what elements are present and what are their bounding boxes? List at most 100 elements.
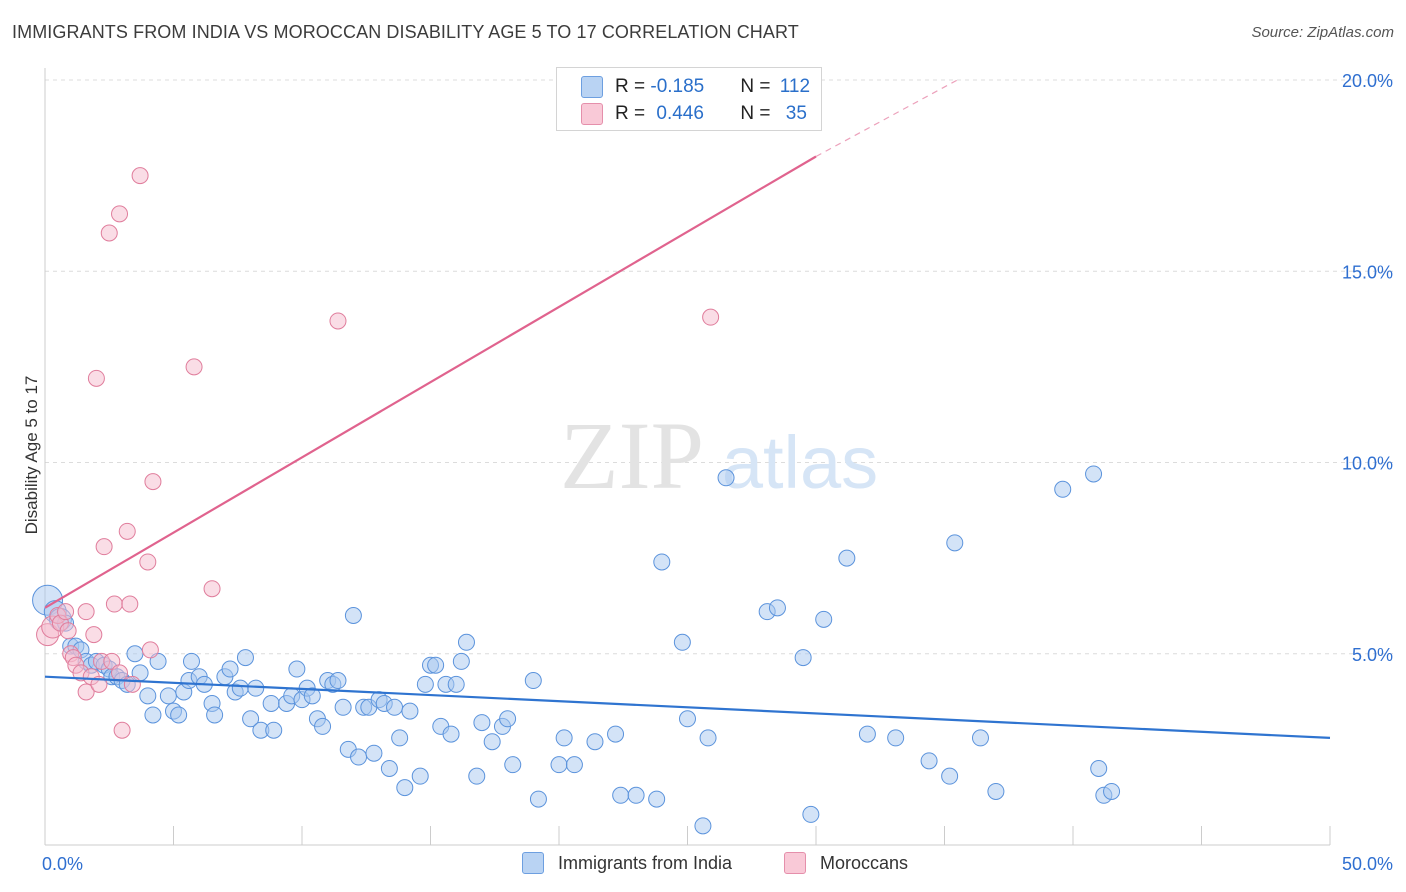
moroccan-point	[57, 603, 75, 621]
moroccan-trend-line	[44, 155, 817, 609]
india-point	[265, 721, 283, 739]
india-point	[427, 656, 445, 674]
india-point	[391, 729, 409, 747]
moroccan-trend-extension	[815, 79, 958, 158]
india-point	[236, 649, 254, 667]
india-point	[627, 786, 645, 804]
axes	[44, 68, 1331, 846]
moroccan-point	[139, 553, 157, 571]
india-point	[887, 729, 905, 747]
india-point	[768, 599, 786, 617]
india-point	[380, 760, 398, 777]
india-point	[468, 767, 486, 785]
y-tick-label: 20.0%	[1342, 71, 1393, 91]
y-tick-label: 10.0%	[1342, 454, 1393, 474]
india-point	[648, 790, 666, 808]
gridlines	[45, 79, 1395, 655]
x-tick-label: 50.0%	[1342, 854, 1393, 874]
india-point	[815, 610, 833, 628]
legend-label-moroccans: Moroccans	[820, 852, 909, 873]
india-point	[717, 469, 735, 487]
india-point	[802, 805, 820, 823]
moroccan-point	[111, 205, 129, 223]
moroccan-point	[131, 167, 149, 185]
moroccan-point	[118, 522, 136, 540]
india-point	[442, 725, 460, 743]
moroccan-swatch	[581, 103, 603, 125]
n-value: 35	[785, 103, 807, 124]
india-point	[221, 660, 239, 678]
chart-title: IMMIGRANTS FROM INDIA VS MOROCCAN DISABI…	[12, 22, 799, 42]
india-point	[941, 767, 959, 785]
moroccan-point	[123, 675, 141, 693]
india-point	[334, 698, 352, 716]
r-value: 0.446	[656, 103, 704, 124]
moroccan-point	[85, 626, 103, 644]
india-point	[473, 714, 491, 732]
moroccan-point	[87, 369, 105, 387]
india-point	[386, 698, 404, 716]
india-point	[504, 756, 522, 774]
source-label: Source: ZipAtlas.com	[1251, 24, 1394, 41]
india-point	[946, 534, 964, 552]
india-swatch	[581, 76, 603, 98]
india-point	[452, 652, 470, 670]
india-point	[139, 687, 157, 705]
india-point	[303, 687, 321, 705]
moroccan-point	[329, 312, 347, 330]
india-point	[206, 706, 224, 724]
stats-legend: R = -0.185 N = 112 R = 0.446 N = 35	[556, 67, 822, 131]
india-point	[550, 756, 568, 774]
india-point	[1103, 782, 1121, 800]
tick-labels: 5.0% 10.0% 15.0% 20.0% 0.0% 50.0%	[42, 71, 1393, 874]
india-point	[365, 744, 383, 762]
india-point	[612, 786, 630, 804]
india-point	[247, 679, 265, 697]
r-value: -0.185	[650, 76, 705, 97]
y-tick-label: 5.0%	[1352, 645, 1393, 665]
moroccan-points	[36, 167, 720, 739]
india-point	[653, 553, 671, 571]
x-tick-label: 0.0%	[42, 854, 83, 874]
india-point	[288, 660, 306, 678]
legend-item-moroccans: Moroccans	[784, 852, 908, 874]
india-point	[971, 729, 989, 747]
india-point	[607, 725, 625, 743]
r-label: R =	[615, 103, 651, 124]
india-point	[920, 752, 938, 770]
moroccan-point	[105, 595, 123, 613]
india-point	[457, 633, 475, 651]
india-point	[126, 645, 144, 663]
moroccan-point	[95, 538, 113, 556]
n-label: N =	[740, 103, 776, 124]
india-point	[416, 675, 434, 693]
moroccan-point	[77, 683, 95, 701]
moroccan-point	[77, 603, 95, 621]
india-point	[396, 779, 414, 797]
n-label: N =	[740, 76, 776, 97]
india-point	[144, 706, 162, 724]
india-point	[242, 710, 260, 728]
moroccan-point	[59, 622, 77, 640]
legend-label-india: Immigrants from India	[558, 852, 733, 873]
moroccan-point	[185, 358, 203, 376]
india-point	[679, 710, 696, 728]
india-point	[182, 652, 200, 670]
india-point	[1054, 480, 1072, 498]
y-tick-label: 15.0%	[1342, 262, 1393, 282]
india-point	[694, 817, 712, 835]
india-point	[794, 649, 812, 667]
india-point	[1090, 760, 1108, 777]
n-value: 112	[779, 76, 811, 97]
india-trend-line	[44, 675, 1331, 739]
watermark: ZIP atlas	[560, 402, 878, 509]
india-point	[1085, 465, 1103, 483]
india-point	[314, 717, 332, 735]
india-point	[329, 672, 347, 690]
india-point	[344, 607, 362, 624]
moroccan-point	[144, 473, 162, 491]
moroccan-point	[203, 580, 221, 598]
india-point	[231, 679, 249, 697]
india-point	[350, 748, 368, 766]
